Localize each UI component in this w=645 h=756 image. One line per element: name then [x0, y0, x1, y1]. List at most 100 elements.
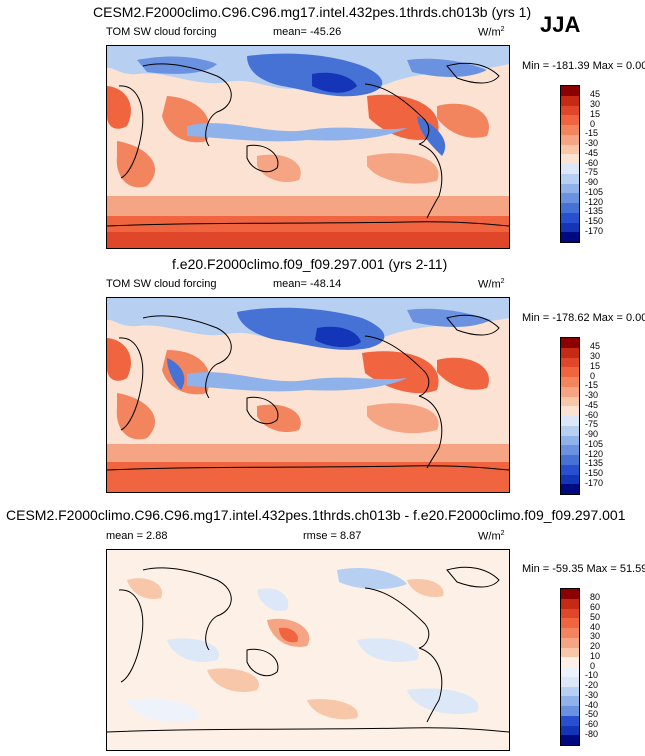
- colorbar-level-label: -150: [585, 216, 604, 226]
- colorbar-level-label: -120: [585, 196, 604, 207]
- colorbar-level-label: -80: [585, 728, 599, 739]
- colorbar-box: [561, 706, 579, 716]
- colorbar-level-label: -135: [585, 206, 604, 217]
- colorbar-box: [561, 193, 579, 203]
- colorbar-level-label: -45: [585, 147, 599, 158]
- colorbar-level-label: 45: [590, 89, 601, 100]
- colorbar-level-label: -15: [585, 128, 599, 139]
- colorbar-box: [561, 667, 579, 677]
- colorbar-level-label: 20: [590, 641, 601, 651]
- colorbar-box: [561, 406, 579, 416]
- panel-2-colorbar-labels: 45 30 15 0 -15 -30 -45 -60 -75 -90 -105 -120 -135 -15…: [585, 337, 625, 493]
- colorbar-box: [561, 105, 579, 116]
- colorbar-box: [561, 144, 579, 155]
- colorbar-box: [561, 484, 579, 494]
- colorbar-box: [561, 455, 579, 465]
- colorbar-level-label: -30: [585, 390, 599, 400]
- colorbar-box: [561, 637, 579, 648]
- panel-3-mean-label: mean = 2.88: [106, 530, 168, 542]
- colorbar-level-label: 15: [590, 360, 601, 371]
- colorbar-level-label: -75: [585, 167, 599, 178]
- colorbar-box: [561, 735, 579, 745]
- colorbar-level-label: 10: [590, 650, 601, 661]
- colorbar-box: [561, 715, 579, 726]
- panel-2-mean-label: mean= -48.14: [273, 278, 342, 290]
- colorbar-box: [561, 338, 579, 348]
- colorbar-box: [561, 134, 579, 145]
- colorbar-level-label: 40: [590, 621, 601, 632]
- colorbar-level-label: -20: [585, 680, 599, 690]
- colorbar-box: [561, 164, 579, 174]
- colorbar-box: [561, 676, 579, 687]
- colorbar-box: [561, 125, 579, 135]
- colorbar-box: [561, 435, 579, 446]
- colorbar-level-label: 60: [590, 602, 601, 612]
- colorbar-box: [561, 445, 579, 455]
- colorbar-level-label: -105: [585, 186, 604, 197]
- colorbar-box: [561, 86, 579, 96]
- colorbar-box: [561, 628, 579, 638]
- colorbar-box: [561, 725, 579, 736]
- colorbar-box: [561, 95, 579, 106]
- colorbar-box: [561, 425, 579, 436]
- colorbar-box: [561, 657, 579, 667]
- panel-2-minmax: Min = -178.62 Max = 0.00: [522, 312, 645, 324]
- colorbar-box: [561, 686, 579, 697]
- panel-3-map: [106, 549, 510, 751]
- colorbar-box: [561, 183, 579, 194]
- colorbar-level-label: 50: [590, 611, 601, 622]
- colorbar-box: [561, 464, 579, 475]
- colorbar-level-label: 30: [590, 351, 601, 361]
- panel-1-minmax: Min = -181.39 Max = 0.00: [522, 60, 645, 72]
- panel-1-units-label: W/m2: [478, 26, 505, 39]
- colorbar-box: [561, 647, 579, 658]
- panel-2-title: f.e20.F2000climo.f09_f09.297.001 (yrs 2-…: [172, 256, 448, 272]
- colorbar-level-label: -60: [585, 719, 599, 729]
- colorbar-box: [561, 222, 579, 233]
- colorbar-box: [561, 154, 579, 164]
- colorbar-box: [561, 396, 579, 407]
- colorbar-level-label: -10: [585, 670, 599, 681]
- colorbar-level-label: -30: [585, 138, 599, 148]
- colorbar-level-label: 45: [590, 341, 601, 352]
- panel-3-colorbar-labels: 80 60 50 40 30 20 10 0 -10 -20 -30 -40 -50 -60 -80: [585, 588, 625, 744]
- panel-1-mean-label: mean= -45.26: [273, 26, 342, 38]
- colorbar-level-label: -170: [585, 477, 604, 488]
- panel-2-map-plot: [107, 298, 509, 492]
- colorbar-box: [561, 589, 579, 599]
- colorbar-level-label: -40: [585, 699, 599, 710]
- panel-1-colorbar: [560, 85, 580, 243]
- colorbar-level-label: -120: [585, 448, 604, 459]
- colorbar-level-label: -150: [585, 468, 604, 478]
- colorbar-box: [561, 347, 579, 358]
- colorbar-level-label: -170: [585, 225, 604, 236]
- colorbar-box: [561, 203, 579, 213]
- panel-1-map-plot: [107, 46, 509, 248]
- colorbar-level-label: -60: [585, 157, 599, 168]
- panel-2-map: [106, 297, 510, 493]
- colorbar-level-label: -50: [585, 709, 599, 720]
- colorbar-box: [561, 598, 579, 609]
- colorbar-box: [561, 173, 579, 184]
- colorbar-box: [561, 357, 579, 368]
- colorbar-level-label: 80: [590, 592, 601, 603]
- panel-1-map: [106, 45, 510, 249]
- colorbar-box: [561, 618, 579, 628]
- colorbar-box: [561, 232, 579, 242]
- colorbar-box: [561, 386, 579, 397]
- colorbar-box: [561, 377, 579, 387]
- colorbar-box: [561, 115, 579, 125]
- panel-3-units-label: W/m2: [478, 530, 505, 543]
- colorbar-box: [561, 212, 579, 223]
- season-label: JJA: [540, 12, 581, 37]
- colorbar-level-label: -60: [585, 409, 599, 420]
- panel-2-variable-label: TOM SW cloud forcing: [106, 278, 217, 290]
- panel-3-title: CESM2.F2000climo.C96.C96.mg17.intel.432p…: [6, 507, 626, 523]
- panel-2-colorbar: [560, 337, 580, 495]
- colorbar-box: [561, 696, 579, 706]
- colorbar-box: [561, 608, 579, 619]
- colorbar-level-label: -15: [585, 380, 599, 391]
- colorbar-level-label: -105: [585, 438, 604, 449]
- colorbar-level-label: 0: [590, 660, 596, 671]
- panel-2-units-label: W/m2: [478, 278, 505, 291]
